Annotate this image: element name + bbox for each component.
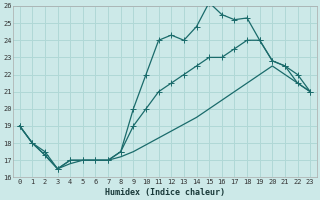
X-axis label: Humidex (Indice chaleur): Humidex (Indice chaleur) bbox=[105, 188, 225, 197]
